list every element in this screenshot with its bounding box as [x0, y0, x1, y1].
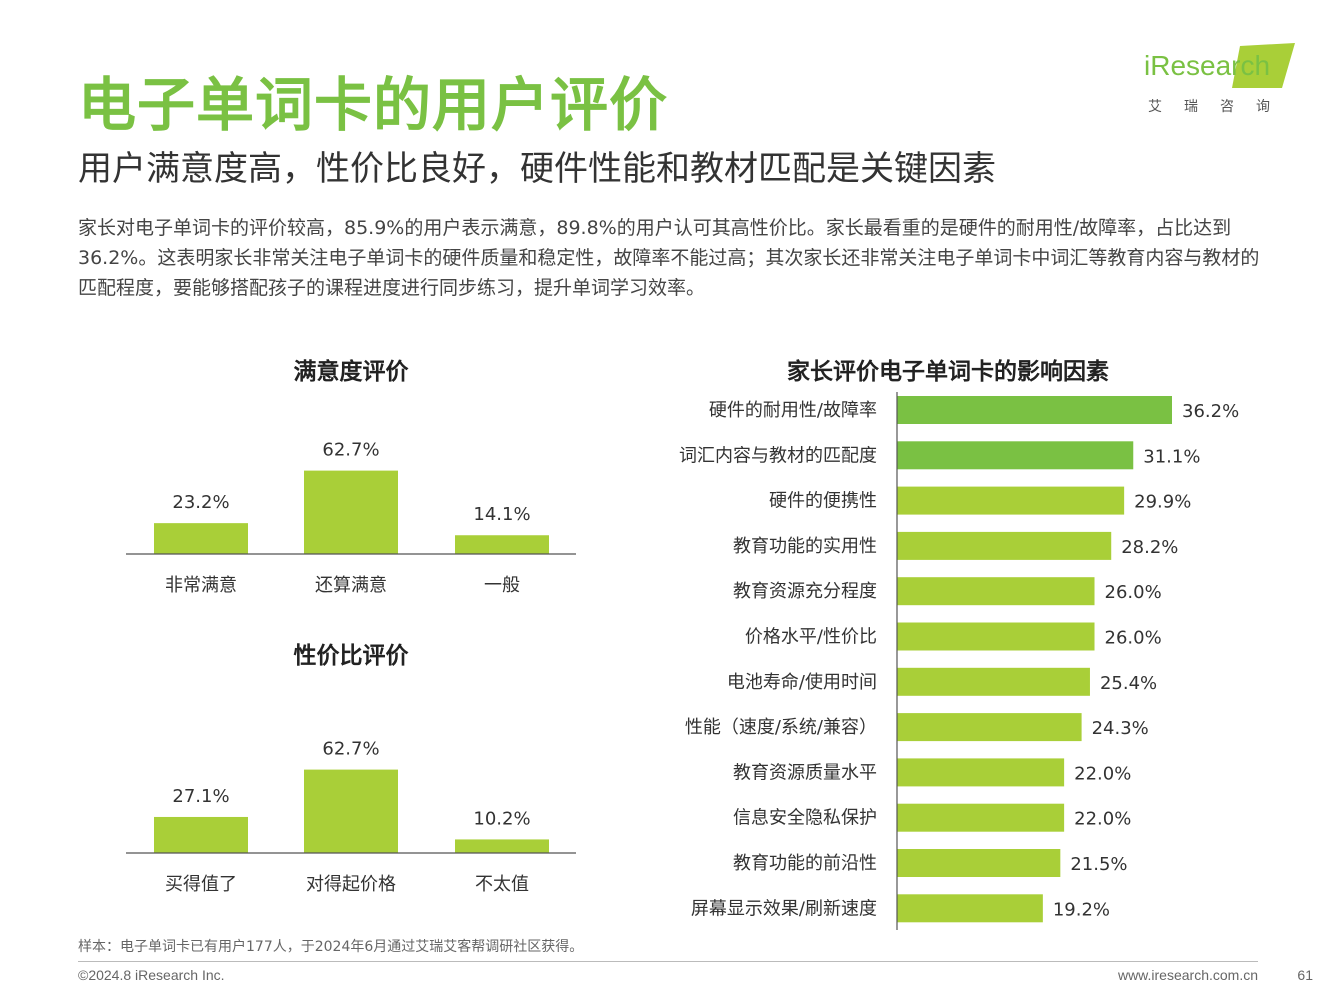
- factors-category-label-2: 硬件的便携性: [769, 491, 877, 512]
- logo-subtitle: 艾瑞咨询: [1148, 99, 1292, 115]
- page-number: 61: [1297, 967, 1313, 983]
- satisfaction-chart: 23.2% 非常满意 62.7% 还算满意 14.1% 一般: [126, 440, 576, 596]
- value-category-label-2: 不太值: [475, 874, 529, 895]
- factors-category-label-0: 硬件的耐用性/故障率: [709, 400, 877, 421]
- factors-value-label-7: 24.3%: [1092, 718, 1149, 739]
- value-value-label-1: 62.7%: [322, 739, 379, 760]
- satisfaction-bar-0: [154, 523, 248, 554]
- logo-shape-icon: [1144, 43, 1295, 88]
- value-chart: 27.1% 买得值了 62.7% 对得起价格 10.2% 不太值: [126, 739, 576, 895]
- website-link[interactable]: www.iresearch.com.cn: [1117, 967, 1258, 983]
- factors-value-label-1: 31.1%: [1143, 446, 1200, 467]
- value-value-label-2: 10.2%: [473, 808, 530, 829]
- factors-chart-title: 家长评价电子单词卡的影响因素: [787, 359, 1109, 385]
- satisfaction-value-label-1: 62.7%: [322, 440, 379, 461]
- factors-bar-8: [897, 758, 1065, 787]
- value-value-label-0: 27.1%: [172, 786, 229, 807]
- satisfaction-category-label-2: 一般: [484, 575, 520, 596]
- copyright: ©2024.8 iResearch Inc.: [78, 967, 225, 983]
- description-paragraph: 家长对电子单词卡的评价较高，85.9%的用户表示满意，89.8%的用户认可其高性…: [78, 217, 1260, 299]
- iresearch-logo: iResearch 艾瑞咨询: [1140, 40, 1300, 120]
- factors-category-label-7: 性能（速度/系统/兼容）: [685, 717, 877, 738]
- factors-bar-4: [897, 577, 1095, 606]
- page-title: 电子单词卡的用户评价: [78, 71, 669, 139]
- satisfaction-category-label-0: 非常满意: [165, 575, 237, 596]
- factors-category-label-5: 价格水平/性价比: [745, 627, 877, 648]
- factors-value-label-8: 22.0%: [1074, 763, 1131, 784]
- factors-bar-1: [897, 441, 1134, 470]
- value-bar-2: [455, 839, 549, 853]
- satisfaction-bar-1: [304, 470, 398, 554]
- factors-value-label-9: 22.0%: [1074, 809, 1131, 830]
- value-bar-1: [304, 769, 398, 853]
- factors-chart: 硬件的耐用性/故障率 36.2% 词汇内容与教材的匹配度 31.1% 硬件的便携性 29.…: [679, 392, 1239, 930]
- sample-note: 样本：电子单词卡已有用户177人，于2024年6月通过艾瑞艾客帮调研社区获得。: [78, 939, 584, 955]
- factors-category-label-4: 教育资源充分程度: [733, 581, 877, 602]
- factors-value-label-3: 28.2%: [1121, 537, 1178, 558]
- factors-category-label-3: 教育功能的实用性: [733, 536, 877, 557]
- value-category-label-1: 对得起价格: [306, 874, 396, 895]
- factors-category-label-6: 电池寿命/使用时间: [727, 672, 877, 693]
- factors-bar-10: [897, 849, 1061, 877]
- factors-bar-5: [897, 622, 1095, 651]
- factors-value-label-4: 26.0%: [1105, 582, 1162, 603]
- factors-category-label-11: 屏幕显示效果/刷新速度: [691, 898, 877, 919]
- factors-category-label-9: 信息安全隐私保护: [733, 808, 877, 829]
- value-category-label-0: 买得值了: [165, 874, 237, 895]
- page-subtitle: 用户满意度高，性价比良好，硬件性能和教材匹配是关键因素: [78, 149, 996, 189]
- satisfaction-category-label-1: 还算满意: [315, 575, 387, 596]
- satisfaction-chart-title: 满意度评价: [293, 359, 409, 385]
- factors-bar-11: [897, 894, 1043, 923]
- satisfaction-value-label-0: 23.2%: [172, 492, 229, 513]
- factors-category-label-8: 教育资源质量水平: [733, 762, 877, 783]
- factors-bar-9: [897, 803, 1065, 832]
- factors-category-label-1: 词汇内容与教材的匹配度: [679, 445, 877, 466]
- factors-value-label-6: 25.4%: [1100, 673, 1157, 694]
- factors-bar-6: [897, 667, 1090, 696]
- factors-bar-0: [897, 396, 1172, 424]
- logo-brand: iResearch: [1144, 50, 1271, 81]
- factors-bar-3: [897, 531, 1112, 560]
- satisfaction-value-label-2: 14.1%: [473, 504, 530, 525]
- factors-value-label-11: 19.2%: [1053, 899, 1110, 920]
- footer-divider: [78, 961, 1258, 962]
- value-chart-title: 性价比评价: [293, 643, 409, 669]
- factors-category-label-10: 教育功能的前沿性: [733, 853, 877, 874]
- factors-bar-7: [897, 713, 1082, 742]
- factors-bar-2: [897, 486, 1125, 515]
- satisfaction-bar-2: [455, 535, 549, 554]
- value-bar-0: [154, 816, 248, 853]
- factors-value-label-10: 21.5%: [1070, 854, 1127, 875]
- factors-value-label-2: 29.9%: [1134, 492, 1191, 513]
- factors-value-label-0: 36.2%: [1182, 401, 1239, 422]
- factors-value-label-5: 26.0%: [1105, 628, 1162, 649]
